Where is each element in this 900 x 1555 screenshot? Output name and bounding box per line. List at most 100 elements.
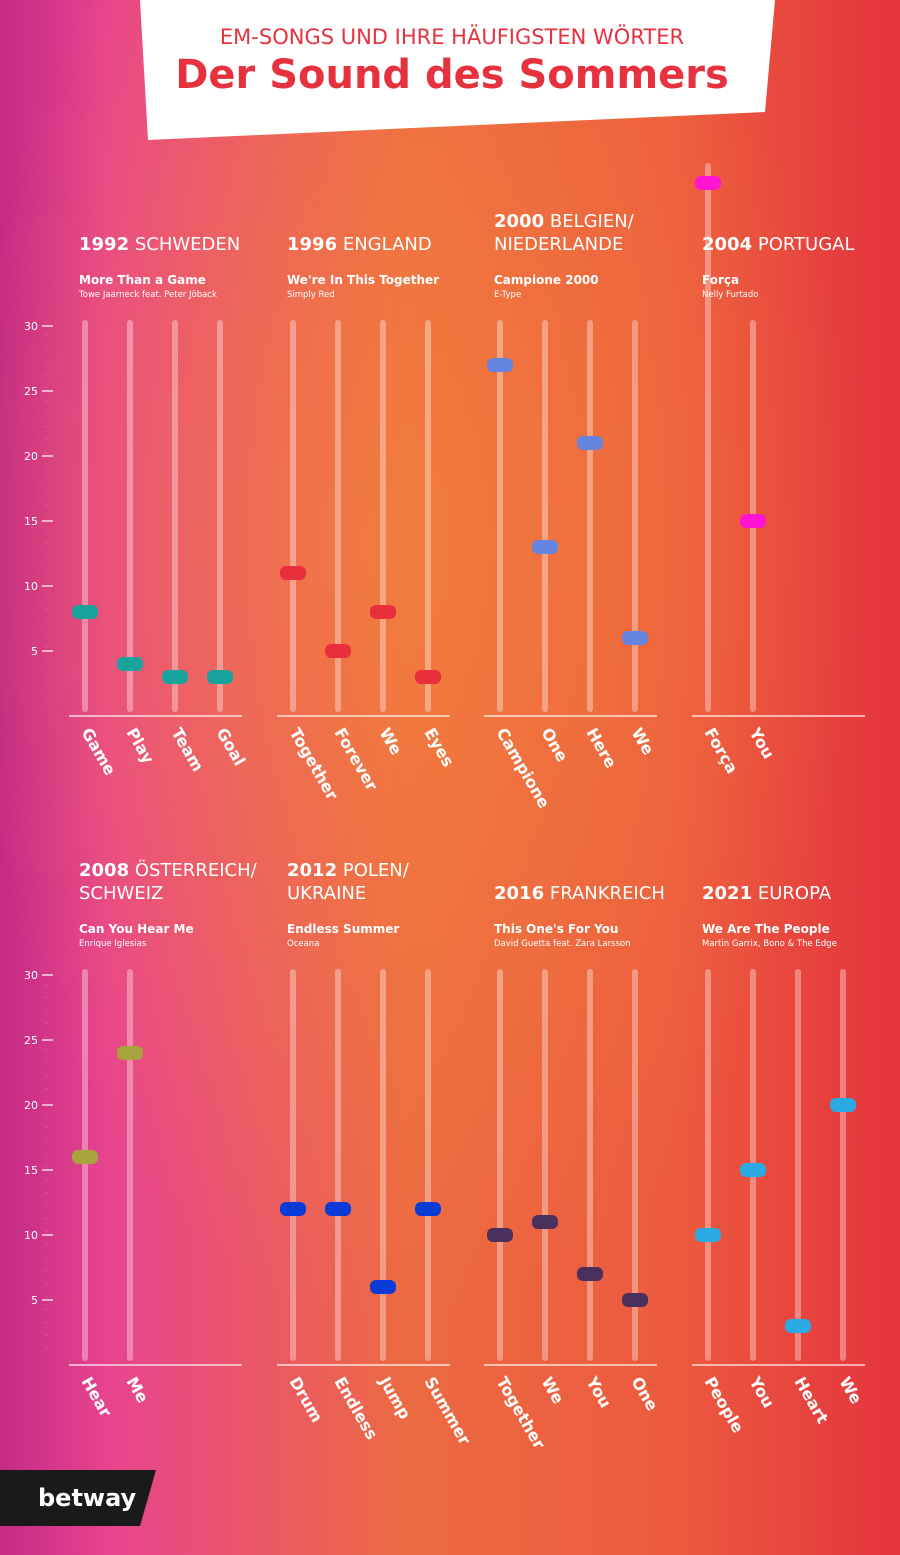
dot <box>532 1215 558 1229</box>
song-title: This One's For You <box>494 922 618 936</box>
chart-title: 2021 EUROPA <box>702 883 832 904</box>
dot <box>325 1202 351 1216</box>
chart-title: 1992 SCHWEDEN <box>79 234 240 255</box>
logo: betway <box>38 1484 137 1512</box>
dot <box>785 1319 811 1333</box>
header-box <box>140 0 775 140</box>
dot <box>117 657 143 671</box>
y-tick-label: 10 <box>24 580 38 593</box>
chart-title-line: ENGLAND <box>343 234 432 255</box>
dot <box>117 1046 143 1060</box>
header-title: Der Sound des Sommers <box>175 52 729 98</box>
dot <box>72 1150 98 1164</box>
dot <box>370 605 396 619</box>
song-title: We're In This Together <box>287 273 439 287</box>
song-title: Endless Summer <box>287 922 399 936</box>
track <box>172 320 178 712</box>
chart-title-line: FRANKREICH <box>550 883 665 904</box>
track <box>82 969 88 1361</box>
artist: Nelly Furtado <box>702 290 759 300</box>
y-tick-label: 10 <box>24 1229 38 1242</box>
chart-year: 1996 <box>287 234 337 255</box>
artist: Martin Garrix, Bono & The Edge <box>702 939 837 949</box>
song-title: Força <box>702 273 739 287</box>
chart-title: 2008 ÖSTERREICH/ <box>79 859 258 881</box>
dot <box>695 1228 721 1242</box>
header-subtitle: EM-SONGS UND IHRE HÄUFIGSTEN WÖRTER <box>220 24 684 49</box>
artist: Simply Red <box>287 290 335 300</box>
chart-title-line: SCHWEIZ <box>79 883 163 904</box>
dot <box>325 644 351 658</box>
logo-box <box>0 1470 156 1526</box>
track <box>127 969 133 1361</box>
chart-title: 2012 POLEN/ <box>287 860 410 881</box>
chart-title-line: UKRAINE <box>287 883 366 904</box>
dot <box>162 670 188 684</box>
track <box>425 320 431 712</box>
chart-year: 2000 <box>494 211 544 232</box>
dot <box>415 670 441 684</box>
artist: Oceana <box>287 939 319 949</box>
chart-title-line: POLEN/ <box>343 860 410 881</box>
chart-year: 2016 <box>494 883 544 904</box>
track <box>290 320 296 712</box>
chart-title: 2016 FRANKREICH <box>494 883 665 904</box>
chart-title-line: NIEDERLANDE <box>494 234 623 255</box>
dot <box>487 358 513 372</box>
track <box>425 969 431 1361</box>
dot <box>577 436 603 450</box>
track <box>82 320 88 712</box>
track <box>632 969 638 1361</box>
track <box>290 969 296 1361</box>
chart-title-line: SCHWEDEN <box>135 234 240 255</box>
y-tick-label: 30 <box>24 320 38 333</box>
track <box>632 320 638 712</box>
chart-title-line: ÖSTERREICH/ <box>135 859 258 881</box>
y-tick-label: 20 <box>24 450 38 463</box>
track <box>217 320 223 712</box>
chart-year: 2008 <box>79 860 129 881</box>
dot <box>370 1280 396 1294</box>
artist: Towe Jaarneck feat. Peter Jöback <box>78 290 217 300</box>
track <box>705 969 711 1361</box>
chart-title: NIEDERLANDE <box>494 234 623 255</box>
song-title: We Are The People <box>702 922 830 936</box>
chart-year: 2004 <box>702 234 752 255</box>
dot <box>280 566 306 580</box>
y-tick-label: 20 <box>24 1099 38 1112</box>
y-tick-label: 15 <box>24 515 38 528</box>
dot <box>577 1267 603 1281</box>
artist: Enrique Iglesias <box>79 939 147 949</box>
track <box>840 969 846 1361</box>
dot <box>740 1163 766 1177</box>
track <box>587 969 593 1361</box>
y-tick-label: 25 <box>24 1034 38 1047</box>
y-tick-label: 30 <box>24 969 38 982</box>
track <box>795 969 801 1361</box>
chart-title-line: PORTUGAL <box>758 234 855 255</box>
dot <box>695 176 721 190</box>
dot <box>830 1098 856 1112</box>
dot <box>415 1202 441 1216</box>
dot <box>622 631 648 645</box>
track <box>705 163 711 712</box>
dot <box>532 540 558 554</box>
track <box>127 320 133 712</box>
track <box>335 969 341 1361</box>
song-title: Campione 2000 <box>494 273 599 287</box>
song-title: Can You Hear Me <box>79 922 194 936</box>
chart-title-line: EUROPA <box>758 883 832 904</box>
dot <box>207 670 233 684</box>
chart-title: 1996 ENGLAND <box>287 234 432 255</box>
y-tick-label: 5 <box>31 645 38 658</box>
track <box>587 320 593 712</box>
y-tick-label: 5 <box>31 1294 38 1307</box>
song-title: More Than a Game <box>79 273 206 287</box>
dot <box>740 514 766 528</box>
chart-year: 2021 <box>702 883 752 904</box>
track <box>542 320 548 712</box>
y-tick-label: 15 <box>24 1164 38 1177</box>
dot <box>280 1202 306 1216</box>
